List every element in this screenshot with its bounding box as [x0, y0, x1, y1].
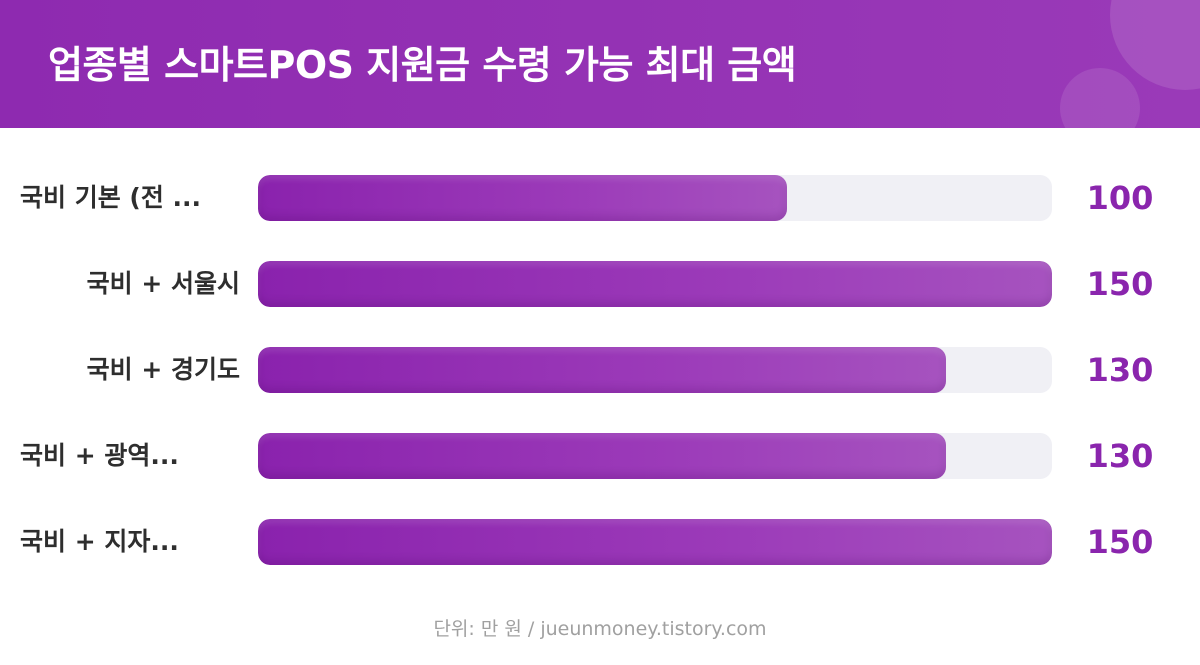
bar-row: 국비 + 경기도 130: [0, 347, 1200, 393]
bar-track: [258, 175, 1052, 221]
value-label: 130: [1086, 351, 1154, 389]
bar-row: 국비 기본 (전 ... 100: [0, 175, 1200, 221]
bar-track: [258, 347, 1052, 393]
category-label: 국비 + 지자...: [20, 527, 179, 556]
value-label: 150: [1086, 265, 1154, 303]
value-label: 150: [1086, 523, 1154, 561]
bar-row: 국비 + 서울시 150: [0, 261, 1200, 307]
bar: [258, 261, 1052, 307]
bar: [258, 347, 946, 393]
category-label: 국비 + 광역...: [20, 441, 179, 470]
chart-title: 업종별 스마트POS 지원금 수령 가능 최대 금액: [48, 43, 797, 87]
bar-track: [258, 519, 1052, 565]
header-banner: 업종별 스마트POS 지원금 수령 가능 최대 금액: [0, 0, 1200, 128]
category-label: 국비 기본 (전 ...: [20, 183, 202, 212]
decorative-circle: [1060, 68, 1140, 128]
bar: [258, 433, 946, 479]
unit-source-note: 단위: 만 원 / jueunmoney.tistory.com: [433, 618, 767, 640]
bar-track: [258, 261, 1052, 307]
bar-row: 국비 + 지자... 150: [0, 519, 1200, 565]
bar-chart: 국비 기본 (전 ... 100 국비 + 서울시 150 국비 + 경기도 130 국비 …: [0, 128, 1200, 588]
value-label: 100: [1086, 179, 1154, 217]
bar-track: [258, 433, 1052, 479]
value-label: 130: [1086, 437, 1154, 475]
category-label: 국비 + 경기도: [86, 355, 240, 384]
bar-row: 국비 + 광역... 130: [0, 433, 1200, 479]
bar: [258, 175, 787, 221]
category-label: 국비 + 서울시: [86, 269, 240, 298]
bar: [258, 519, 1052, 565]
